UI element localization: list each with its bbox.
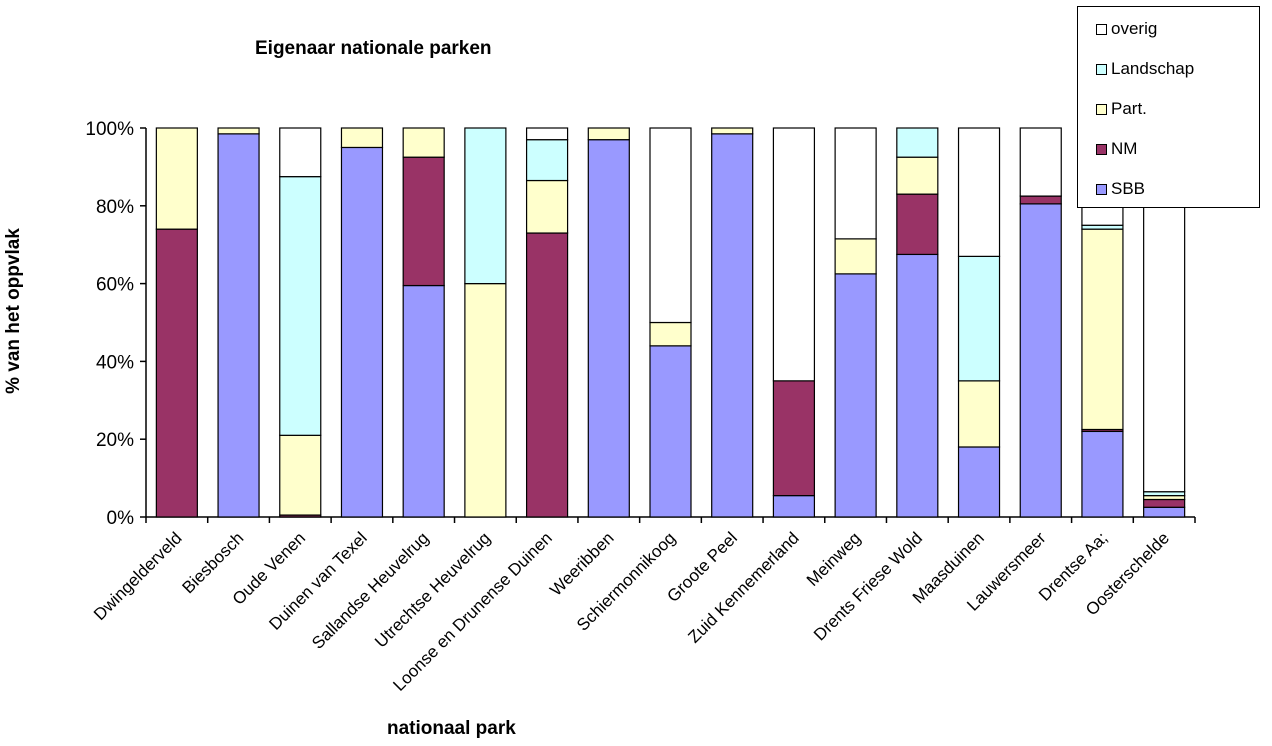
legend-item-overig: overig [1096,19,1157,39]
bar-segment-landschap [464,127,507,285]
legend-label: NM [1111,139,1138,158]
y-axis-label-wrap: % van het oppvlak [3,228,34,394]
bar-segment-part- [402,127,445,158]
bar-segment-sbb [772,495,816,518]
bar-segment-nm [155,228,198,518]
legend-label: Part. [1111,99,1147,118]
legend-item-landschap: Landschap [1096,59,1194,79]
bar-segment-sbb [957,446,1001,518]
bar-segment-landschap [279,176,322,436]
x-tick-label: Meinweg [803,528,865,590]
bar-segment-sbb [711,133,754,518]
bar-segment-overig [649,127,692,324]
y-tick-label: 100% [85,119,134,140]
bar-segment-part- [896,156,939,195]
bar-segment-sbb [587,139,630,518]
bar-segment-sbb [1143,506,1186,518]
chart-legend: overig Landschap Part. NM SBB [1077,6,1260,208]
bar-segment-sbb [1081,430,1124,518]
bar-segment-nm [1019,195,1062,205]
x-axis-label: nationaal park [387,718,516,739]
bar-segment-part- [525,179,569,234]
y-tick-label: 80% [96,197,134,218]
bar-segment-sbb [1019,203,1062,518]
bar-segment-part- [340,127,384,149]
y-tick-label: 0% [107,508,135,529]
legend-swatch [1096,183,1107,195]
x-tick-label: Sallandse Heuvelrug [308,528,432,652]
bar-segment-nm [772,380,816,497]
y-tick-label: 40% [96,352,134,373]
bar-segment-part- [279,434,322,516]
bar-segment-sbb [340,146,384,518]
x-tick-label: Zuid Kennemerland [684,528,802,646]
legend-label: Landschap [1111,59,1195,78]
bar-segment-nm [1143,498,1186,508]
bar-segment-part- [834,238,877,275]
bar-segment-landschap [525,139,569,182]
bar-segment-part- [649,321,692,347]
bar-segment-sbb [402,284,445,518]
bar-segment-part- [464,283,507,518]
legend-swatch [1096,23,1107,35]
bar-segment-sbb [649,345,692,518]
legend-swatch [1096,63,1107,75]
x-tick-label: Dwingelderveld [90,528,186,624]
bar-segment-part- [1081,228,1124,431]
bar-segment-part- [587,127,630,141]
bar-segment-part- [155,127,198,230]
bar-segment-overig [279,127,322,178]
legend-item-nm: NM [1096,139,1137,159]
bar-segment-nm [525,232,569,518]
chart-title: Eigenaar nationale parken [255,38,492,59]
bar-segment-sbb [834,273,877,518]
bar-segment-overig [834,127,877,240]
legend-swatch [1096,103,1107,115]
bar-segment-overig [1019,127,1062,197]
bar-segment-overig [957,127,1001,257]
bar-segment-part- [711,127,754,135]
legend-item-part-: Part. [1096,99,1147,119]
bar-segment-sbb [217,133,260,518]
legend-swatch [1096,143,1107,155]
x-tick-label: Utrechtse Heuvelrug [371,528,494,651]
bar-segment-landschap [957,255,1001,382]
y-tick-label: 20% [96,430,134,451]
bar-segment-overig [525,127,569,141]
bar-segment-nm [896,193,939,256]
bar-segment-overig [772,127,816,382]
bar-segment-sbb [896,253,939,518]
legend-item-sbb: SBB [1096,179,1145,199]
y-tick-label: 60% [96,275,134,296]
bar-segment-part- [957,380,1001,448]
bar-segment-part- [217,127,260,135]
x-tick-label: Drents Friese Wold [810,528,926,644]
legend-label: overig [1111,19,1158,38]
bar-segment-landschap [896,127,939,158]
y-axis-label: % van het oppvlak [3,228,24,394]
legend-label: SBB [1111,179,1146,198]
bar-segment-nm [402,156,445,287]
